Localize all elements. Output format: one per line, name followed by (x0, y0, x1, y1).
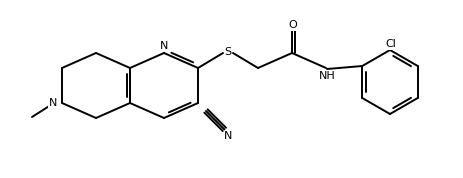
Text: N: N (159, 41, 168, 51)
Text: N: N (224, 131, 232, 141)
Text: S: S (224, 47, 231, 57)
Text: N: N (49, 98, 57, 108)
Text: Cl: Cl (385, 39, 395, 49)
Text: O: O (288, 20, 297, 30)
Text: NH: NH (318, 71, 335, 81)
